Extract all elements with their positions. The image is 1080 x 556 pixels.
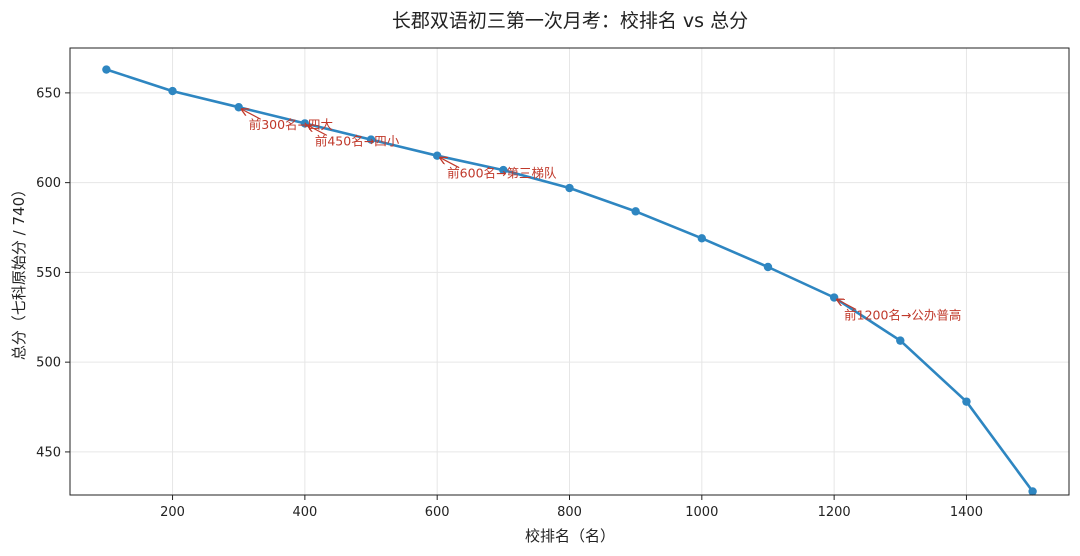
data-point: [697, 234, 707, 243]
data-point: [366, 135, 376, 144]
data-point: [962, 397, 971, 406]
x-axis: 200 400 600 800 1000 1200 1400: [160, 495, 983, 520]
annotation-arrow: [308, 125, 328, 136]
x-tick-label: 1200: [818, 505, 851, 520]
y-tick-label: 550: [36, 266, 61, 281]
data-point: [432, 151, 442, 160]
chart-title: 长郡双语初三第一次月考：校排名 vs 总分: [392, 10, 748, 32]
y-tick-label: 600: [36, 176, 61, 191]
data-point: [631, 207, 640, 216]
y-tick-label: 500: [36, 356, 61, 371]
annotation-label: 前300名→四大: [249, 117, 333, 132]
data-point: [499, 165, 508, 175]
data-point: [565, 183, 574, 193]
annotation-label: 前600名→第三梯队: [447, 166, 557, 181]
x-tick-label: 1000: [685, 505, 718, 520]
y-tick-label: 650: [36, 86, 61, 101]
y-axis-label: 总分（七科原始分 / 740）: [10, 182, 28, 360]
data-point: [763, 262, 773, 272]
annotation-label: 前450名→四小: [315, 133, 400, 148]
x-tick-label: 800: [557, 505, 582, 520]
annotation-arrow: [837, 300, 857, 311]
data-point: [168, 86, 177, 96]
annotation-arrow: [242, 109, 261, 120]
x-axis-label: 校排名（名）: [525, 527, 615, 545]
y-axis: 450 500 550 600 650: [36, 86, 70, 460]
x-tick-label: 600: [425, 505, 450, 520]
annotation-label: 前1200名→公办普高: [844, 308, 961, 323]
data-point: [829, 293, 839, 302]
data-point: [102, 65, 111, 74]
y-tick-label: 450: [36, 445, 61, 460]
data-point: [234, 103, 243, 112]
x-tick-label: 200: [160, 505, 185, 520]
x-tick-label: 400: [292, 505, 317, 520]
data-point: [896, 336, 905, 345]
x-tick-label: 1400: [950, 505, 983, 520]
annotation-arrow: [440, 158, 460, 169]
data-point: [1028, 487, 1037, 496]
grid: [70, 48, 1069, 495]
